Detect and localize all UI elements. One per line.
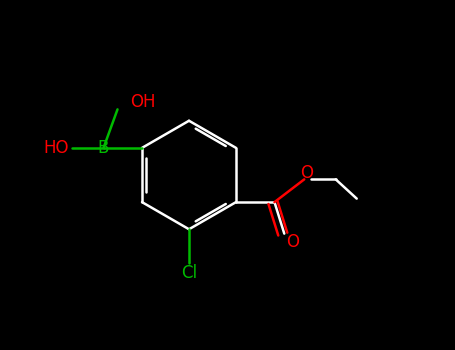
Text: O: O [301,164,313,182]
Text: B: B [98,139,109,157]
Text: O: O [287,233,299,251]
Text: HO: HO [43,139,69,157]
Text: OH: OH [130,93,155,111]
Text: Cl: Cl [181,264,197,282]
